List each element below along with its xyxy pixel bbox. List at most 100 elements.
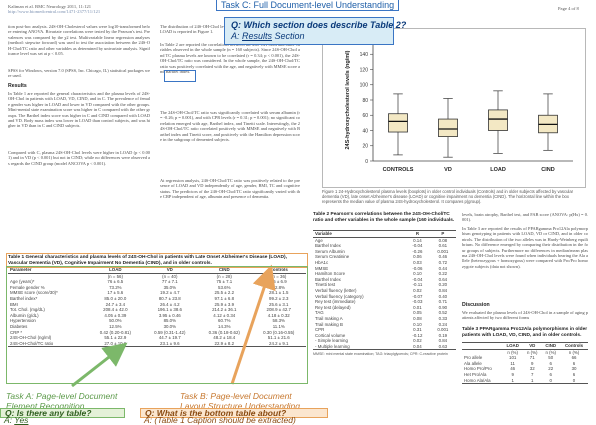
table1-row: Diabetes 12.5% 30.0% 14.3% 11.1%	[8, 324, 306, 330]
table1-cell: 3.95 ± 0.46	[158, 312, 181, 318]
table2-cell: -0.04	[412, 276, 423, 282]
table2-cell: 0.14	[413, 237, 422, 243]
table1-cell: Tot. Chol. (mg/dL)	[10, 307, 45, 313]
table1-row: Barthel index* 85.0 ± 20.0 80.7 ± 23.8 97.1…	[8, 296, 306, 302]
table2-cell: 0.40	[438, 293, 448, 299]
table1-row: Age (years)* 76 ± 6.5 77 ± 7.1 75 ± 7.1 75 ±…	[8, 279, 306, 285]
table2-cell: 0.05	[413, 310, 422, 316]
y-tick-label: 40	[362, 128, 368, 134]
table2-row: CPR 0.31 0.001	[313, 327, 456, 333]
figure-1-frame: 02040608010012014016024S-hydroxycholeste…	[322, 28, 586, 188]
task-b-qa-box: Q: What is the bottom table about?	[140, 408, 328, 418]
table2-footnote: MMSE: mini mental state examination; TAG…	[313, 352, 448, 357]
table3-cell: 46	[510, 366, 516, 372]
col3-paragraph: In Table 3 are reported the results of P…	[462, 226, 588, 269]
table2-row: TAG 0.05 0.52	[313, 310, 456, 316]
table2-cell: 0.20	[438, 282, 448, 288]
table2-cell: 0.01	[413, 304, 422, 310]
table3-cell: n (%)	[527, 349, 538, 355]
table1-cell: 52.8%	[272, 284, 285, 290]
table3-cell: 6	[572, 371, 576, 377]
col1-paragraph: In Table 1 are reported the general char…	[8, 91, 150, 129]
discussion-heading: Discussion	[462, 302, 490, 308]
table3-header-cell: LOAD	[506, 343, 519, 348]
table2-cell: 0.001	[437, 327, 449, 333]
table2-cell: 0.02	[413, 338, 422, 344]
table1-cell: Female gender %	[10, 284, 45, 290]
task-c-answer: A: Results Section	[231, 31, 305, 41]
table1-cell: 24S-OH-Chol (ng/ml)	[10, 335, 52, 341]
table2-cell: 0.04	[413, 343, 422, 349]
table2-cell: - Simple learning	[315, 338, 348, 344]
table1-cell: 0.59 (0.31-1.42)	[154, 329, 186, 335]
table1-cell: 25.5 ± 2.2	[214, 290, 235, 296]
box	[488, 109, 508, 131]
table1-row: Female gender % 73.2% 35.0% 53.6% 52.8%	[8, 285, 306, 291]
figure-1-caption: Figure 1 24-Hydroxycholesterol plasma le…	[322, 189, 574, 205]
table2-header-cell: P	[441, 231, 445, 236]
table2-cell: 0.08	[438, 237, 448, 243]
table2-row: Rey test (immediate) -0.03 0.71	[313, 299, 456, 305]
table3-cell: 6	[549, 371, 552, 377]
table1-cell: 75 ± 7.1	[216, 279, 233, 285]
table2-grid: Variable R P Age 0.14 0.08 Barthel Index -0.04 0…	[313, 230, 456, 351]
table3-cell: 11	[510, 360, 515, 366]
y-tick-label: 100	[360, 83, 369, 89]
table2-row: Serum Albumin -0.26 0.001	[313, 249, 456, 255]
table2-row: Tinetti test -0.11 0.20	[313, 282, 456, 288]
table1-cell: 26.4 ± 4.2	[160, 301, 180, 307]
table2-cell: 0.84	[438, 338, 448, 344]
table2-cell: 0.19	[438, 332, 448, 338]
col3-paragraph: levels, brain atrophy, Barthel test, and…	[462, 212, 588, 223]
table2-row: Age 0.14 0.08	[313, 237, 456, 243]
table2-reference-highlight	[164, 70, 196, 82]
table1-row: CRP * 0.42 (0.20-0.81) 0.59 (0.31-1.42) 0.3…	[8, 330, 306, 336]
table3-grid: LOAD VD CIND Controls n (%) n (%) n (%) n (%) Pr…	[462, 342, 588, 385]
table1-cell: 196.1 ± 38.6	[157, 307, 182, 313]
table3-cell: 71	[529, 355, 535, 361]
task-b-label: Task B: Page-level Document Layout Struc…	[180, 391, 301, 411]
table3-cell: 6	[572, 360, 576, 366]
table1-cell: Albumin (g/dL)	[10, 312, 39, 318]
table1-row: 24S-OH-Chol (ng/ml) 55.1 ± 22.9 44.7 ± 19.…	[8, 335, 306, 341]
task-b-arrow	[230, 264, 276, 385]
table2: Variable R P Age 0.14 0.08 Barthel Index -0.04 0…	[313, 230, 456, 357]
table2-cell: 0.001	[437, 248, 449, 254]
table1-row: Tot. Chol. (mg/dL) 208.4 ± 42.0 196.1 ± 38…	[8, 307, 306, 313]
table3-cell: 1	[511, 377, 514, 383]
table2-cell: 0.06	[413, 254, 422, 260]
table2-header-cell: R	[415, 231, 419, 236]
x-category-label: LOAD	[490, 167, 506, 173]
table2-cell: -0.06	[412, 265, 423, 271]
table1-cell: 24.2 ± 9.1	[269, 340, 289, 346]
table1-cell: 44.7 ± 19.7	[158, 335, 181, 341]
task-a-question: Q: Is there any table?	[5, 408, 92, 418]
table2-cell: -0.07	[412, 293, 423, 299]
task-a-answer: A: Yes	[4, 415, 29, 425]
table1-subheader-cell: (n = 28)	[216, 273, 232, 279]
table1-cell: 48.2 ± 18.4	[213, 335, 236, 341]
task-a-qa-box: Q: Is there any table?	[0, 408, 125, 418]
table1-cell: 0.30 (0.16-0.55)	[263, 329, 295, 335]
table1-cell: 50.0%	[109, 318, 122, 324]
table3: LOAD VD CIND Controls n (%) n (%) n (%) n (%) Pr…	[462, 342, 588, 385]
table2-cell: Serum Creatinine	[315, 254, 350, 260]
table1-cell: 85.0 ± 20.0	[104, 295, 127, 301]
table3-header-cell: CIND	[545, 343, 557, 348]
table1-cell: 28.1 ± 1.5	[269, 290, 289, 296]
table2-cell: 0.64	[438, 276, 448, 282]
boxplot-chart: 02040608010012014016024S-hydroxycholeste…	[345, 37, 573, 173]
journal-url: http://www.biomedcentral.com/1471-2377/1…	[8, 9, 101, 14]
table2-cell: 0.10	[413, 271, 422, 277]
table1-row: Hypertension 50.0% 85.0% 60.7% 58.3%	[8, 318, 306, 324]
x-category-label: CIND	[541, 167, 554, 173]
table1-subheader-cell: (n = 40)	[162, 273, 178, 279]
task-b-answer: A: (Table 1 Caption should be extracted)	[144, 415, 296, 425]
table3-cell: Het Pro/Ala	[464, 371, 487, 377]
table2-cell: HbA1c	[315, 259, 329, 265]
task-c-qa-box: Q: Which section does describe Table 2? …	[224, 17, 406, 45]
table2-row: - Multiple learning 0.04 0.63	[313, 344, 456, 350]
col2-paragraph: The 24S-OH-Chol/TC ratio was significant…	[160, 110, 300, 143]
table3-cell: 50	[548, 355, 554, 361]
table2-cell: 0.84	[438, 287, 448, 293]
